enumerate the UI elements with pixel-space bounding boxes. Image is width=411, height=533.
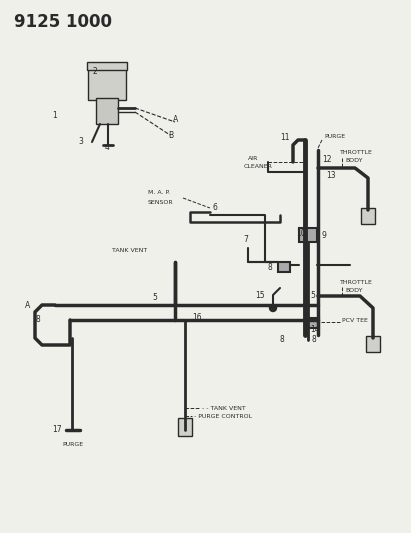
- Text: - - TANK VENT: - - TANK VENT: [202, 406, 246, 410]
- Bar: [178, 418, 192, 436]
- Bar: [96, 98, 118, 124]
- Bar: [366, 336, 380, 352]
- Text: 8: 8: [268, 263, 273, 272]
- Text: PCV TEE: PCV TEE: [342, 318, 368, 322]
- Text: 11: 11: [280, 133, 289, 142]
- Bar: [278, 262, 290, 272]
- Text: 13: 13: [326, 171, 336, 180]
- Text: THROTTLE: THROTTLE: [340, 150, 373, 156]
- Text: M. A. P.: M. A. P.: [148, 190, 170, 196]
- Bar: [87, 62, 127, 70]
- Text: 14: 14: [310, 326, 320, 335]
- Text: PURGE: PURGE: [62, 442, 83, 448]
- Text: 8: 8: [35, 316, 40, 325]
- Text: SENSOR: SENSOR: [148, 199, 173, 205]
- Text: - PURGE CONTROL: - PURGE CONTROL: [194, 414, 252, 418]
- Text: 15: 15: [255, 290, 265, 300]
- Text: 16: 16: [192, 313, 202, 322]
- Text: A: A: [25, 301, 30, 310]
- Text: THROTTLE: THROTTLE: [340, 279, 373, 285]
- Text: 9125 1000: 9125 1000: [14, 13, 112, 31]
- Text: CLEANER: CLEANER: [244, 165, 273, 169]
- Bar: [88, 68, 126, 100]
- Text: 17: 17: [52, 425, 62, 434]
- Text: AIR: AIR: [248, 156, 259, 160]
- Text: 6: 6: [212, 203, 217, 212]
- Text: 1: 1: [52, 110, 57, 119]
- Text: 8: 8: [312, 335, 317, 344]
- Text: 5: 5: [152, 293, 157, 302]
- Text: 3: 3: [78, 138, 83, 147]
- Text: PURGE: PURGE: [324, 134, 345, 140]
- Text: 8: 8: [280, 335, 285, 344]
- Text: 9: 9: [322, 230, 327, 239]
- Text: 12: 12: [322, 156, 332, 165]
- Text: 2: 2: [92, 68, 97, 77]
- Bar: [305, 318, 319, 328]
- Text: BODY: BODY: [345, 158, 363, 164]
- Text: TANK VENT: TANK VENT: [112, 247, 147, 253]
- Text: 5: 5: [310, 290, 315, 300]
- Bar: [361, 208, 375, 224]
- Text: B: B: [168, 132, 173, 141]
- Text: 4: 4: [105, 143, 110, 152]
- Text: 7: 7: [243, 236, 248, 245]
- Circle shape: [270, 304, 277, 311]
- Text: BODY: BODY: [345, 287, 363, 293]
- Text: 10: 10: [296, 229, 306, 238]
- Bar: [299, 228, 317, 242]
- Text: A: A: [173, 116, 178, 125]
